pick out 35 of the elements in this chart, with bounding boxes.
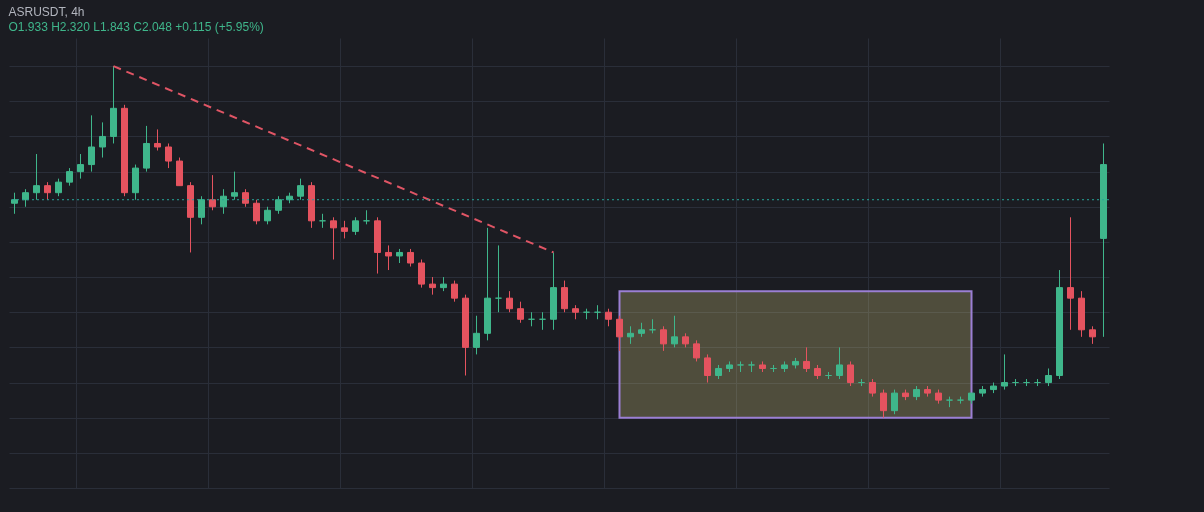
candlestick <box>198 195 205 225</box>
candlestick <box>165 142 172 169</box>
candlestick <box>253 199 260 225</box>
candlestick <box>1001 353 1008 391</box>
candlestick <box>220 188 227 215</box>
candlestick <box>209 174 216 211</box>
candlestick <box>693 339 700 362</box>
candlestick <box>847 360 854 387</box>
candlestick <box>704 353 711 384</box>
candlestick <box>803 346 810 373</box>
candlestick <box>561 280 568 313</box>
candlestick <box>451 280 458 303</box>
candlestick <box>517 301 524 324</box>
candlestick <box>330 216 337 260</box>
candlestick <box>385 244 392 271</box>
candlestick <box>11 192 18 215</box>
chart-title: ASRUSDT, 4h <box>8 5 85 19</box>
candlestick <box>616 315 623 352</box>
candlestick <box>836 346 843 380</box>
candlestick <box>33 153 40 201</box>
candlestick <box>891 389 898 415</box>
candlestick <box>231 171 238 201</box>
candlestick <box>671 315 678 348</box>
chart-subtitle: O1.933 H2.320 L1.843 C2.048 +0.115 (+5.95%) <box>8 20 264 34</box>
candlestick <box>660 325 667 352</box>
candlestick <box>154 128 161 151</box>
candlestick <box>88 114 95 173</box>
candlestick <box>473 315 480 355</box>
candlestick <box>506 290 513 313</box>
candlestick <box>77 153 84 180</box>
candlestick <box>418 258 425 289</box>
candlestick <box>297 178 304 201</box>
candlestick <box>880 389 887 419</box>
candlestick <box>1067 216 1074 331</box>
candlestick <box>99 121 106 159</box>
